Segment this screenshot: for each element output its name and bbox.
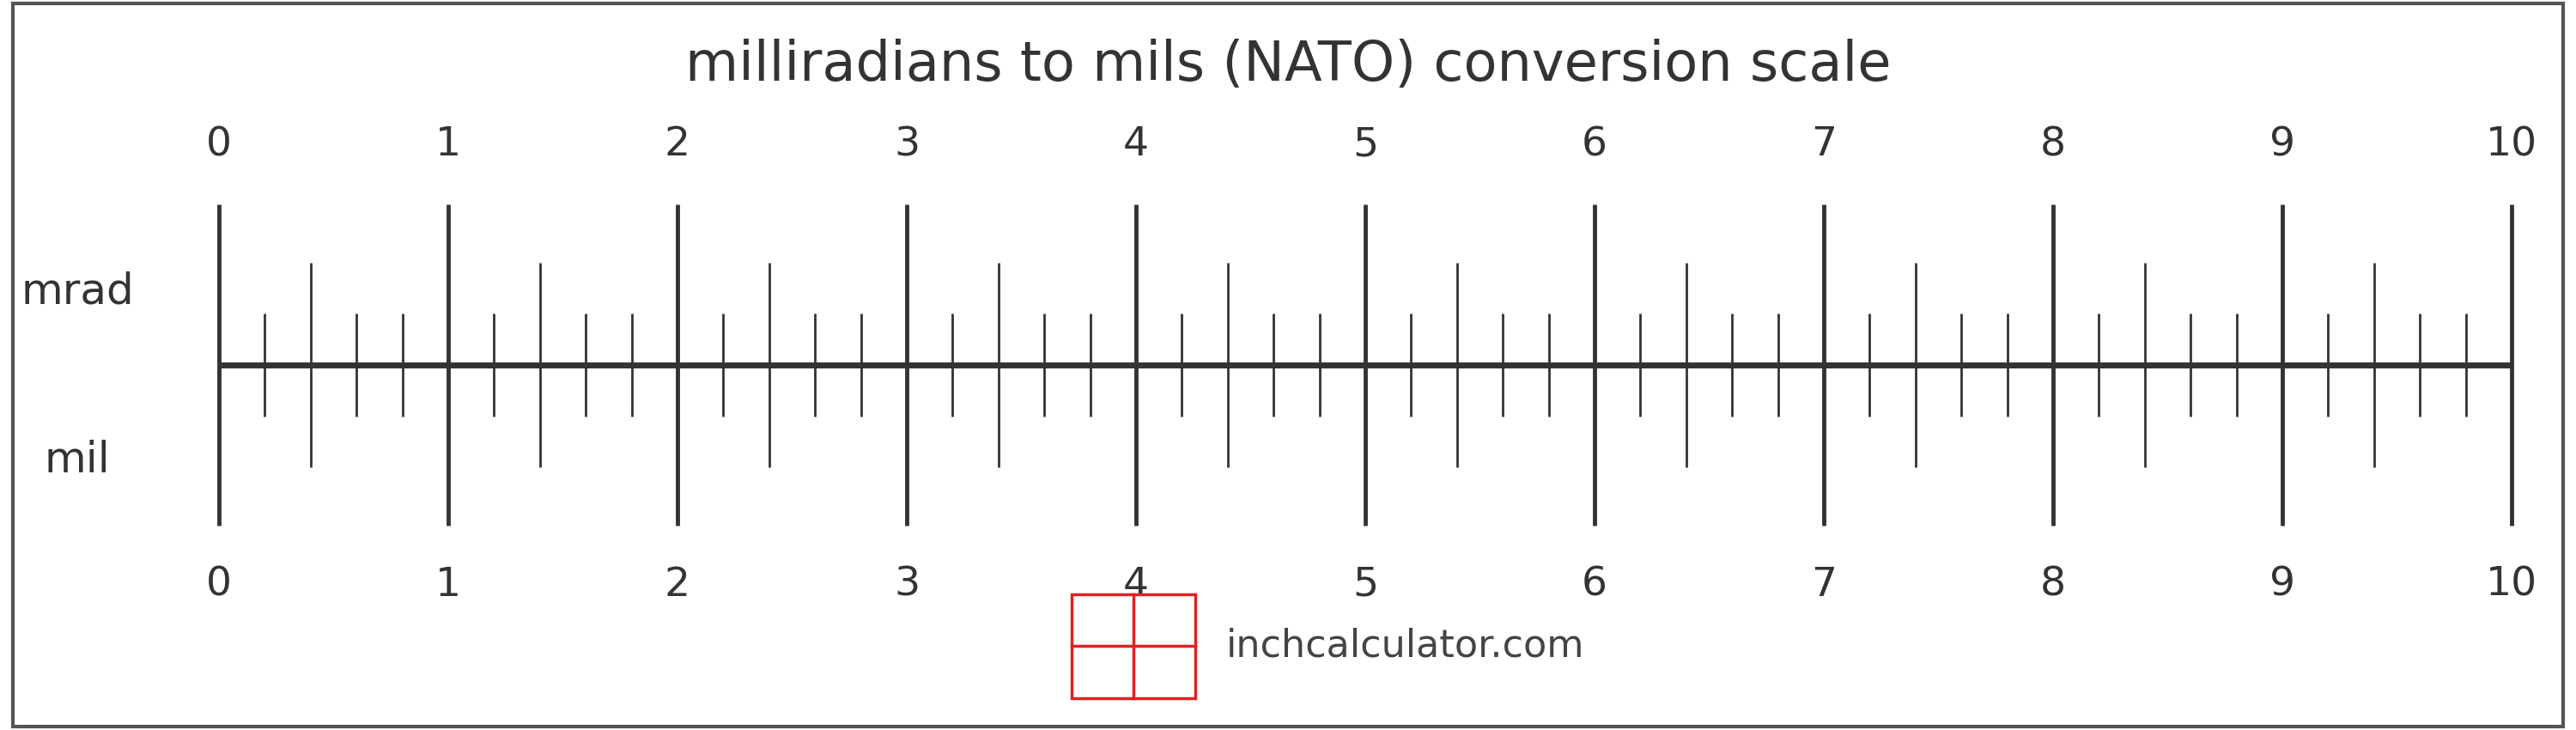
Text: 8: 8 (2040, 126, 2066, 164)
Text: 8: 8 (2040, 566, 2066, 604)
Text: 4: 4 (1123, 566, 1149, 604)
Text: 0: 0 (206, 566, 232, 604)
Text: 2: 2 (665, 126, 690, 164)
Text: 5: 5 (1352, 566, 1378, 604)
Text: 1: 1 (435, 126, 461, 164)
Text: 7: 7 (1811, 126, 1837, 164)
Text: 6: 6 (1582, 126, 1607, 164)
Text: 5: 5 (1352, 126, 1378, 164)
Text: inchcalculator.com: inchcalculator.com (1226, 628, 1584, 664)
Text: 6: 6 (1582, 566, 1607, 604)
Text: 9: 9 (2269, 566, 2295, 604)
Text: 10: 10 (2486, 566, 2537, 604)
Text: mil: mil (44, 439, 111, 480)
Text: 9: 9 (2269, 126, 2295, 164)
Bar (1072, 594, 1195, 698)
Text: 2: 2 (665, 566, 690, 604)
Text: 7: 7 (1811, 566, 1837, 604)
Text: 1: 1 (435, 566, 461, 604)
Text: 0: 0 (206, 126, 232, 164)
Text: mrad: mrad (21, 272, 134, 312)
Text: milliradians to mils (NATO) conversion scale: milliradians to mils (NATO) conversion s… (685, 39, 1891, 92)
Text: 3: 3 (894, 566, 920, 604)
Text: 3: 3 (894, 126, 920, 164)
Text: 10: 10 (2486, 126, 2537, 164)
Text: 4: 4 (1123, 126, 1149, 164)
FancyBboxPatch shape (13, 4, 2563, 726)
